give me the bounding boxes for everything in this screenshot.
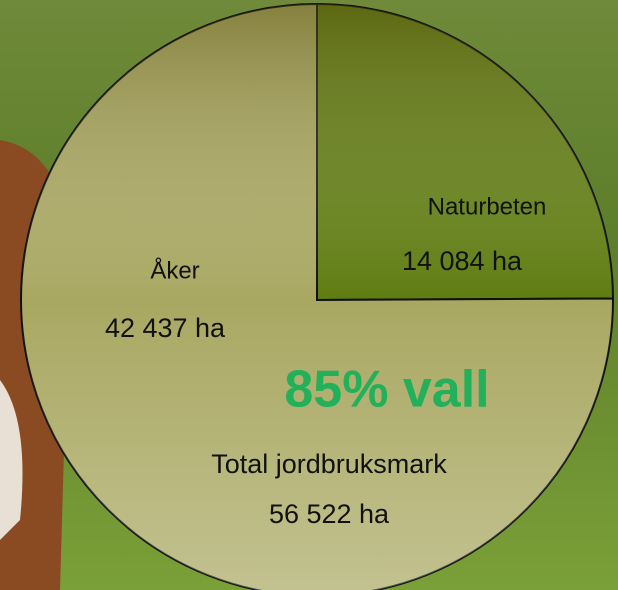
annotation: 85% vall <box>284 361 489 419</box>
slice-label: Naturbeten <box>428 193 547 220</box>
annotation: Total jordbruksmark <box>211 449 447 479</box>
page: Naturbeten 14 084 ha Åker 42 437 ha 85% val… <box>0 0 618 590</box>
slice-label: Åker <box>150 256 199 284</box>
slice-value-label: 42 437 ha <box>105 313 226 343</box>
chart: Naturbeten 14 084 ha Åker 42 437 ha 85% val… <box>0 0 618 590</box>
slice-value-label: 14 084 ha <box>402 246 523 276</box>
annotation: 56 522 ha <box>269 499 390 529</box>
